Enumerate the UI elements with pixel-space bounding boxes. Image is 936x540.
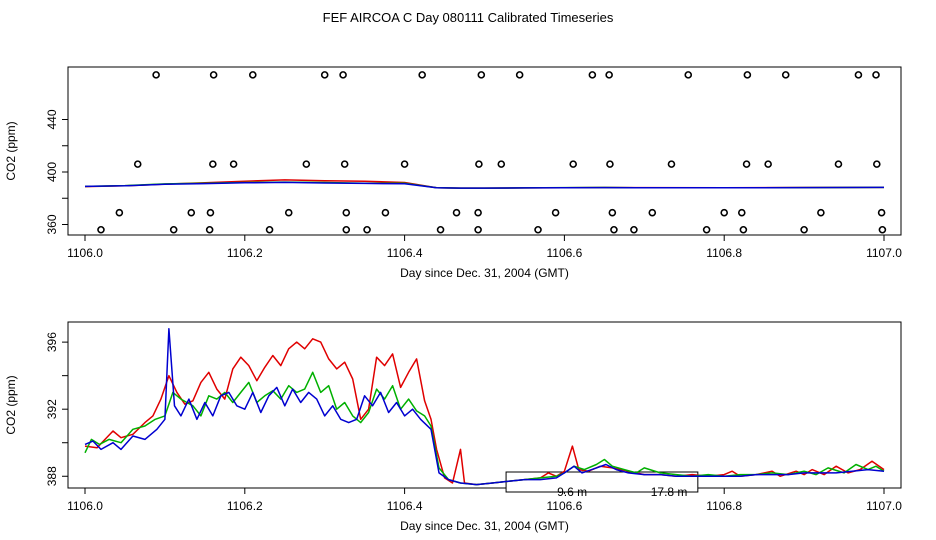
marker-point bbox=[800, 225, 808, 234]
marker-point bbox=[248, 71, 257, 79]
annotation-right-text: 17.8 m bbox=[651, 485, 688, 499]
marker-point bbox=[474, 225, 482, 234]
x-axis-label: Day since Dec. 31, 2004 (GMT) bbox=[400, 519, 569, 533]
series-group bbox=[84, 327, 885, 486]
blue-series-line bbox=[84, 181, 885, 189]
series-group bbox=[84, 179, 885, 189]
marker-point bbox=[534, 225, 542, 234]
x-tick-label: 1106.6 bbox=[546, 499, 582, 513]
marker-point bbox=[205, 225, 214, 234]
x-tick-label: 1106.2 bbox=[227, 499, 263, 513]
marker-point bbox=[743, 71, 752, 79]
marker-point bbox=[320, 71, 329, 79]
marker-point bbox=[877, 208, 886, 217]
marker-point bbox=[667, 160, 676, 168]
marker-point bbox=[878, 225, 887, 234]
x-tick-label: 1106.4 bbox=[387, 246, 423, 260]
x-axis-label: Day since Dec. 31, 2004 (GMT) bbox=[400, 266, 569, 280]
y-axis-label: CO2 (ppm) bbox=[4, 121, 18, 180]
x-tick-label: 1107.0 bbox=[866, 246, 902, 260]
marker-point bbox=[648, 208, 657, 217]
marker-point bbox=[265, 225, 274, 234]
marker-point bbox=[515, 71, 524, 79]
marker-point bbox=[781, 71, 790, 79]
marker-point bbox=[497, 160, 506, 168]
marker-point bbox=[684, 71, 693, 79]
marker-point bbox=[115, 208, 124, 217]
marker-point bbox=[474, 208, 482, 217]
marker-point bbox=[764, 160, 772, 168]
x-tick-label: 1106.8 bbox=[706, 499, 742, 513]
marker-point bbox=[169, 225, 178, 234]
y-tick-label: 440 bbox=[45, 109, 59, 129]
x-tick-label: 1106.4 bbox=[387, 499, 423, 513]
marker-point bbox=[302, 160, 311, 168]
marker-point bbox=[834, 160, 843, 168]
marker-point bbox=[133, 160, 142, 168]
x-tick-label: 1106.8 bbox=[706, 246, 742, 260]
marker-point bbox=[551, 208, 560, 217]
y-axis-label: CO2 (ppm) bbox=[4, 375, 18, 434]
marker-point bbox=[475, 160, 483, 168]
marker-point bbox=[284, 208, 293, 217]
y-tick-label: 388 bbox=[45, 466, 59, 486]
blue-series-line bbox=[84, 327, 885, 486]
marker-point bbox=[720, 208, 729, 217]
marker-point bbox=[381, 208, 390, 217]
marker-point bbox=[742, 160, 751, 168]
marker-point bbox=[477, 71, 486, 79]
marker-point bbox=[339, 71, 347, 79]
marker-point bbox=[152, 71, 160, 79]
x-tick-label: 1106.2 bbox=[227, 246, 263, 260]
y-tick-label: 396 bbox=[45, 332, 59, 352]
marker-point bbox=[418, 71, 426, 79]
marker-point bbox=[817, 208, 825, 217]
marker-point bbox=[737, 208, 746, 217]
annotation-left-text: 9.6 m bbox=[557, 485, 587, 499]
green-series-line bbox=[84, 371, 885, 486]
marker-point bbox=[608, 208, 617, 217]
marker-point bbox=[588, 71, 597, 79]
x-tick-label: 1106.6 bbox=[546, 246, 582, 260]
marker-point bbox=[206, 208, 215, 217]
marker-point bbox=[630, 225, 638, 234]
marker-point bbox=[436, 225, 445, 234]
y-tick-label: 400 bbox=[45, 162, 59, 182]
bottom-panel: 1106.0 1106.2 1106.4 1106.6 1106.8 1107.0 Day … bbox=[4, 321, 902, 533]
marker-point bbox=[342, 208, 351, 217]
marker-point bbox=[872, 71, 880, 79]
marker-point bbox=[739, 225, 748, 234]
x-tick-label: 1106.0 bbox=[67, 499, 103, 513]
marker-point bbox=[229, 160, 238, 168]
marker-point bbox=[873, 160, 881, 168]
plot-frame bbox=[67, 66, 902, 236]
marker-point bbox=[187, 208, 196, 217]
marker-point bbox=[606, 160, 614, 168]
marker-point bbox=[342, 225, 351, 234]
top-panel: 1106.0 1106.2 1106.4 1106.6 1106.8 1107.0 Day … bbox=[4, 66, 902, 280]
marker-point bbox=[400, 160, 409, 168]
marker-point bbox=[209, 71, 218, 79]
marker-point bbox=[605, 71, 613, 79]
marker-point bbox=[569, 160, 577, 168]
marker-point bbox=[363, 225, 371, 234]
marker-point bbox=[97, 225, 105, 234]
marker-point bbox=[702, 225, 711, 234]
y-tick-label: 392 bbox=[45, 399, 59, 419]
marker-point bbox=[854, 71, 863, 79]
marker-point bbox=[610, 225, 618, 234]
marker-point bbox=[340, 160, 349, 168]
figure-title: FEF AIRCOA C Day 080111 Calibrated Times… bbox=[323, 10, 614, 25]
y-tick-label: 360 bbox=[45, 214, 59, 234]
red-series-line bbox=[84, 338, 885, 486]
marker-point bbox=[452, 208, 461, 217]
x-tick-label: 1106.0 bbox=[67, 246, 103, 260]
marker-point bbox=[209, 160, 217, 168]
plot-frame bbox=[67, 321, 902, 489]
x-tick-label: 1107.0 bbox=[866, 499, 902, 513]
